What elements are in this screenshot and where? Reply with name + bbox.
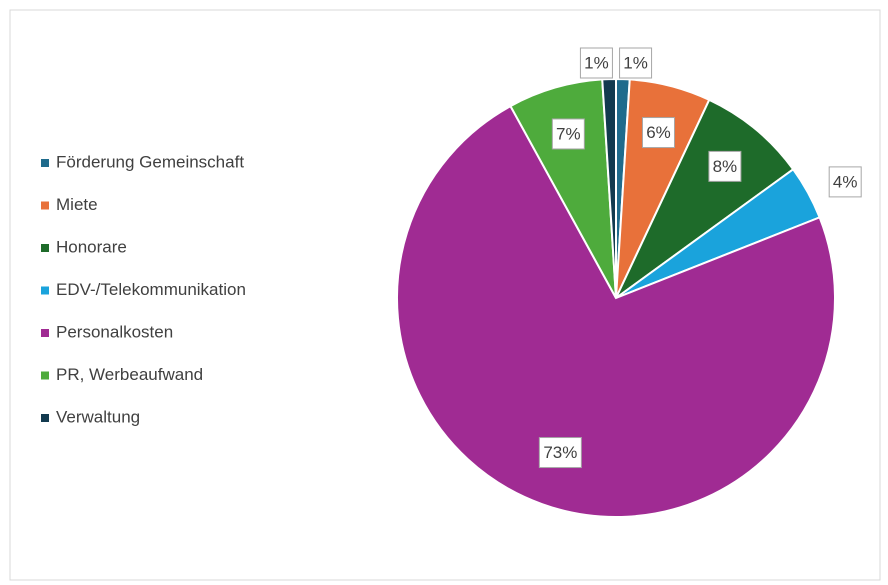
legend-swatch [41,414,49,422]
data-label: 7% [556,124,581,143]
legend-label: EDV-/Telekommunikation [56,280,246,299]
data-label-box [828,166,862,198]
data-label: 1% [584,53,609,72]
legend-swatch [41,159,49,167]
legend-swatch [41,244,49,252]
legend-label: Miete [56,195,98,214]
data-label: 73% [543,443,577,462]
data-label: 8% [713,157,738,176]
legend-swatch [41,371,49,380]
data-label: 1% [623,53,648,72]
data-label: 6% [646,123,671,142]
legend-label: Verwaltung [56,407,140,426]
data-label-box [619,47,653,79]
legend-swatch [41,201,49,210]
legend-label: Förderung Gemeinschaft [56,152,244,171]
legend-label: Honorare [56,237,127,256]
data-label-box [641,117,675,149]
pie-slice [396,104,836,518]
data-label-box [551,118,585,150]
pie-slice [615,98,795,299]
legend-swatch [41,329,49,337]
legend-label: PR, Werbeaufwand [56,365,203,384]
legend-label: Personalkosten [56,322,173,341]
data-label-box [708,150,742,182]
pie-slice [601,77,617,299]
data-label-box [538,437,582,469]
legend-swatch [41,286,49,295]
data-label-box [579,47,613,79]
data-label: 4% [833,172,858,191]
